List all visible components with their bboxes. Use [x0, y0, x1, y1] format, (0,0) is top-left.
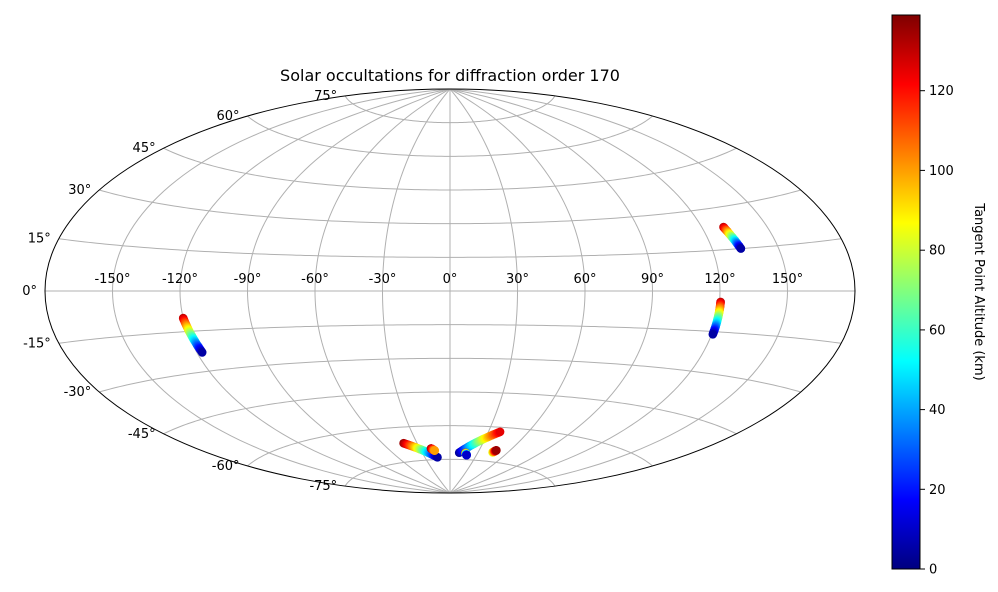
lon-tick-label: 120°	[704, 272, 735, 287]
longitude-tick-labels: -150° -120° -90° -60° -30° 0° 30° 60° 90° 120° 150…	[94, 272, 803, 287]
lon-tick-label: 30°	[506, 272, 529, 287]
lat-tick-label: -60°	[212, 459, 240, 474]
lon-tick-label: -150°	[94, 272, 130, 287]
lon-tick-label: -60°	[301, 272, 329, 287]
lat-tick-label: 15°	[28, 232, 51, 247]
parallel-line	[344, 95, 556, 124]
colorbar-tick-label: 60	[929, 323, 946, 338]
lat-tick-label: -30°	[64, 385, 92, 400]
colorbar-tick-label: 80	[929, 244, 946, 259]
data-point	[708, 330, 718, 339]
map-boundary	[44, 88, 856, 494]
data-point	[430, 446, 440, 455]
lat-tick-label: -15°	[23, 336, 51, 351]
latitude-tick-labels: -75° -60° -45° -30° -15° 0° 15° 30° 45° 60° 75°	[22, 89, 337, 494]
parallel-line	[58, 238, 842, 258]
lon-tick-label: 0°	[443, 272, 458, 287]
lat-tick-label: 0°	[22, 284, 37, 299]
colorbar-tick-label: 40	[929, 403, 946, 418]
lat-tick-label: -45°	[128, 427, 156, 442]
lat-tick-label: 30°	[68, 183, 91, 198]
graticule	[45, 89, 855, 493]
parallel-line	[99, 357, 801, 393]
parallel-line	[247, 115, 653, 157]
colorbar-tick-label: 20	[929, 483, 946, 498]
parallel-line	[99, 189, 801, 225]
parallel-line	[344, 458, 556, 487]
lon-tick-label: -120°	[162, 272, 198, 287]
colorbar-tick-label: 100	[929, 164, 954, 179]
lat-tick-label: 75°	[314, 89, 337, 104]
lat-tick-label: -75°	[309, 479, 337, 494]
colorbar-tick-label: 120	[929, 84, 954, 99]
data-point	[492, 446, 501, 455]
data-point	[462, 450, 471, 460]
colorbar-label: Tangent Point Altitude (km)	[971, 202, 986, 380]
data-point	[197, 348, 207, 357]
parallel-line	[163, 391, 737, 435]
data-points	[178, 222, 746, 462]
chart-title: Solar occultations for diffraction order…	[280, 66, 620, 85]
colorbar	[891, 14, 921, 570]
data-point	[736, 244, 746, 253]
lon-tick-label: 60°	[573, 272, 596, 287]
lon-tick-label: -90°	[234, 272, 262, 287]
lon-tick-label: -30°	[369, 272, 397, 287]
lat-tick-label: 45°	[133, 141, 156, 156]
lat-tick-label: 60°	[216, 109, 239, 124]
lon-tick-label: 150°	[772, 272, 803, 287]
parallel-line	[247, 425, 653, 467]
lon-tick-label: 90°	[641, 272, 664, 287]
parallel-line	[163, 147, 737, 191]
colorbar-ticks: 0 20 40 60 80 100 120	[920, 84, 954, 578]
data-point	[495, 427, 505, 437]
colorbar-tick-label: 0	[929, 563, 937, 578]
data-point	[433, 453, 442, 462]
